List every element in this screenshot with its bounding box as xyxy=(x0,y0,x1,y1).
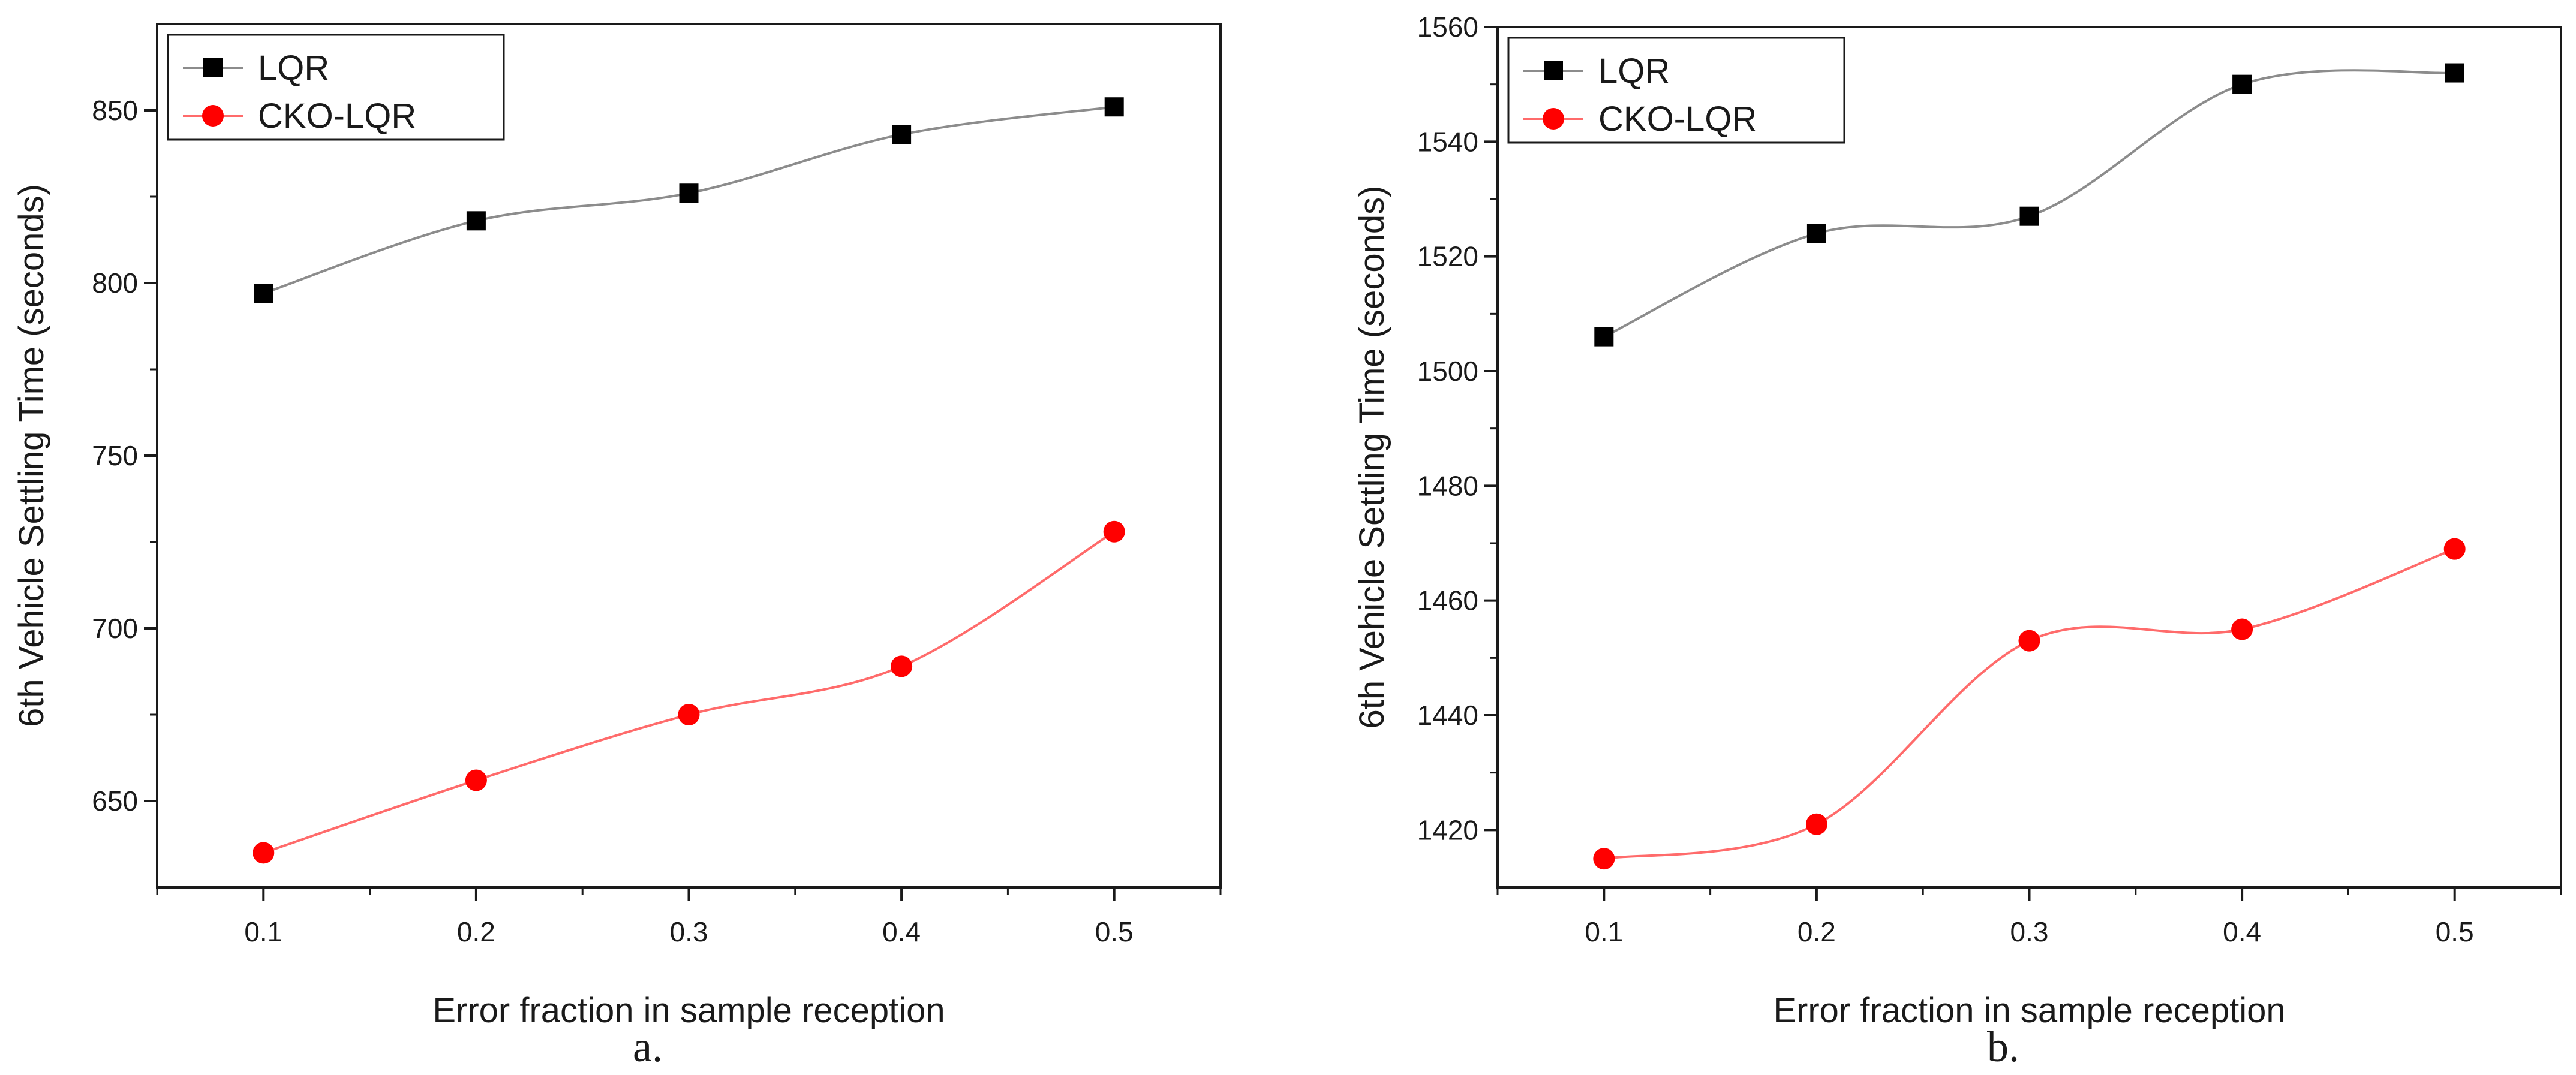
data-point-square xyxy=(254,284,273,303)
y-tick-label: 750 xyxy=(92,440,138,471)
x-axis-title: Error fraction in sample reception xyxy=(432,991,945,1030)
data-point-circle xyxy=(253,842,275,864)
panel-caption: a. xyxy=(633,1023,663,1071)
y-tick-label: 1520 xyxy=(1417,241,1478,272)
y-tick-label: 1500 xyxy=(1417,356,1478,387)
legend-marker-circle xyxy=(202,105,224,127)
y-tick-label: 1460 xyxy=(1417,585,1478,616)
data-point-circle xyxy=(2018,630,2040,652)
chart-panel-b: 1420 1440 1460 1480 1500 1520 1540 1560 0.1 0.2 0.… xyxy=(1352,11,2562,1071)
y-tick-label: 800 xyxy=(92,267,138,299)
legend-marker-circle xyxy=(1543,108,1564,130)
y-tick-label: 700 xyxy=(92,613,138,644)
y-tick-label: 1540 xyxy=(1417,126,1478,157)
chart-panel-a: 650 700 750 800 850 0.1 0.2 0.3 0.4 0.5 Error frac… xyxy=(12,23,1222,1071)
x-tick-label: 0.5 xyxy=(1095,916,1134,947)
x-tick-label: 0.4 xyxy=(2223,916,2261,947)
legend-label-cko-lqr: CKO-LQR xyxy=(1598,100,1757,138)
series-line-cko-lqr xyxy=(1603,547,2455,860)
panel-caption: b. xyxy=(1987,1023,2019,1071)
x-tick-label: 0.1 xyxy=(244,916,282,947)
plot-frame xyxy=(1496,26,2562,889)
data-point-square xyxy=(679,183,699,203)
legend-box xyxy=(167,34,505,141)
data-point-circle xyxy=(1103,520,1125,543)
x-axis-title: Error fraction in sample reception xyxy=(1773,991,2285,1030)
y-tick-label: 1480 xyxy=(1417,470,1478,501)
x-tick-label: 0.2 xyxy=(1798,916,1836,947)
data-point-square xyxy=(2232,74,2252,94)
y-tick-label: 650 xyxy=(92,785,138,817)
data-point-circle xyxy=(1805,813,1827,835)
series-line-cko-lqr xyxy=(263,531,1115,854)
x-tick-label: 0.3 xyxy=(670,916,708,947)
data-point-circle xyxy=(2443,538,2466,560)
y-tick-label: 1420 xyxy=(1417,814,1478,845)
y-axis-title: 6th Vehicle Settling Time (seconds) xyxy=(1352,186,1391,729)
legend-marker-square xyxy=(203,58,223,77)
data-point-square xyxy=(2019,206,2039,226)
data-point-circle xyxy=(891,655,913,677)
data-point-circle xyxy=(2231,618,2253,640)
plot-frame xyxy=(156,23,1222,889)
y-tick-label: 1440 xyxy=(1417,700,1478,731)
y-tick-label: 850 xyxy=(92,95,138,126)
legend-label-lqr: LQR xyxy=(258,49,329,88)
data-point-circle xyxy=(1593,848,1615,870)
data-point-square xyxy=(1104,97,1124,117)
x-tick-label: 0.3 xyxy=(2010,916,2049,947)
x-tick-label: 0.2 xyxy=(457,916,495,947)
legend-box xyxy=(1507,37,1845,144)
data-point-square xyxy=(2445,63,2464,83)
data-point-square xyxy=(1806,224,1826,243)
y-tick-label: 1560 xyxy=(1417,11,1478,43)
data-point-square xyxy=(466,211,486,231)
x-tick-label: 0.4 xyxy=(882,916,921,947)
y-axis-title: 6th Vehicle Settling Time (seconds) xyxy=(12,184,51,727)
x-tick-label: 0.1 xyxy=(1585,916,1623,947)
data-point-square xyxy=(1594,327,1614,347)
legend-label-lqr: LQR xyxy=(1598,52,1670,91)
x-tick-label: 0.5 xyxy=(2436,916,2474,947)
data-point-square xyxy=(892,125,912,144)
data-point-circle xyxy=(465,769,487,791)
legend-marker-square xyxy=(1544,61,1563,80)
legend-label-cko-lqr: CKO-LQR xyxy=(258,97,416,135)
data-point-circle xyxy=(678,704,700,725)
